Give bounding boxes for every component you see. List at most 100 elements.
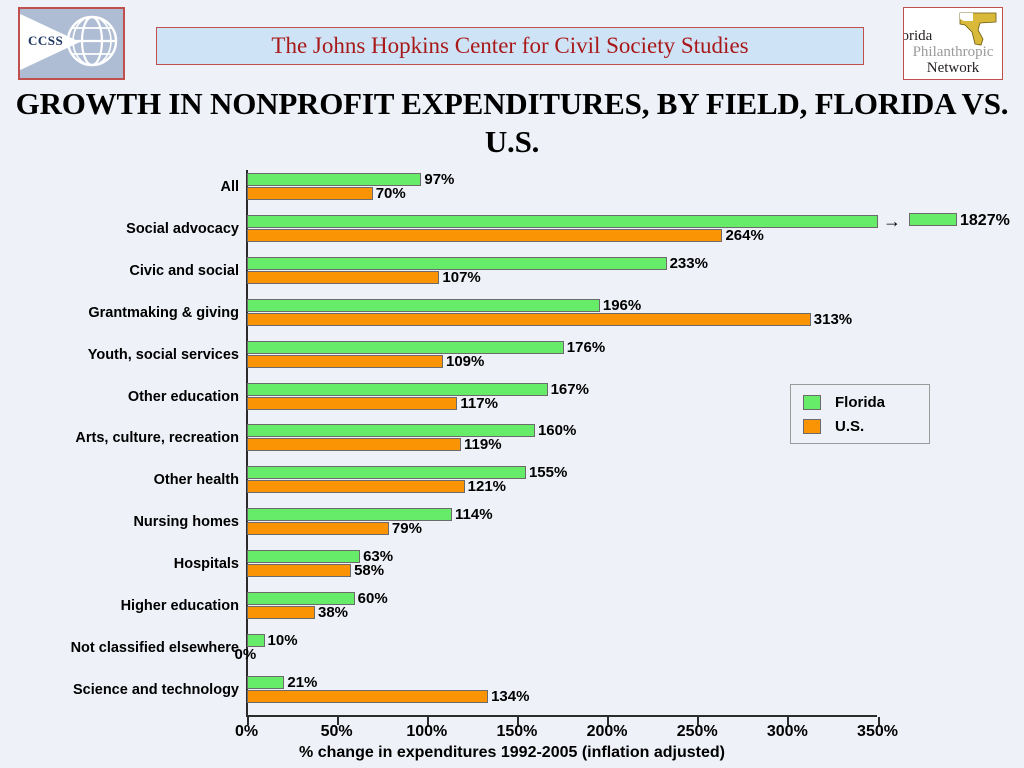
x-axis-tick xyxy=(697,717,700,725)
category-label: Not classified elsewhere xyxy=(70,639,239,656)
florida-philanthropic-network-logo: Florida Philanthropic Network xyxy=(903,7,1003,80)
bar-us xyxy=(246,270,440,284)
bar-florida xyxy=(246,550,361,564)
x-axis-tick-label: 350% xyxy=(857,723,898,740)
globe-icon xyxy=(66,15,118,67)
jhu-center-banner-text: The Johns Hopkins Center for Civil Socie… xyxy=(271,33,749,58)
bar-value-label: 107% xyxy=(442,268,481,286)
bar-value-label: 233% xyxy=(669,254,708,272)
bar-value-label: 134% xyxy=(491,687,530,705)
bar-us xyxy=(246,396,458,410)
bar-value-label: 119% xyxy=(464,436,502,454)
bar-us xyxy=(246,354,443,368)
chart-legend: Florida U.S. xyxy=(790,384,930,444)
overflow-arrow-icon: → xyxy=(883,211,901,231)
bar-value-label: 60% xyxy=(357,590,388,607)
bar-florida xyxy=(246,424,535,438)
x-axis-tick-label: 300% xyxy=(766,723,808,740)
bar-us xyxy=(246,689,489,703)
fpn-line-2: Philanthropic xyxy=(912,44,994,60)
bar-florida xyxy=(246,298,600,312)
fpn-line-3: Network xyxy=(926,60,980,76)
bar-us xyxy=(246,564,352,578)
bar-value-label: 97% xyxy=(424,171,455,188)
x-axis-tick xyxy=(607,717,610,725)
bar-us xyxy=(246,228,723,242)
category-label: Higher education xyxy=(120,598,239,614)
ccss-logo: CCSS xyxy=(18,7,125,80)
bar-value-label: 155% xyxy=(528,464,568,482)
bar-value-label: 196% xyxy=(602,296,642,314)
bar-value-label: 38% xyxy=(318,604,349,621)
category-label: Science and technology xyxy=(73,681,239,698)
bar-us xyxy=(246,438,462,452)
bar-florida xyxy=(246,592,355,605)
jhu-center-banner: The Johns Hopkins Center for Civil Socie… xyxy=(156,27,864,65)
x-axis-tick xyxy=(787,717,790,725)
x-axis-tick xyxy=(516,717,519,725)
legend-label-florida: Florida xyxy=(835,394,886,411)
legend-swatch-florida xyxy=(803,395,821,410)
category-label: Nursing homes xyxy=(133,514,239,531)
bar-us xyxy=(246,187,373,200)
bar-florida xyxy=(246,633,265,647)
bar-value-label: 79% xyxy=(391,520,422,538)
bar-value-label: 114% xyxy=(455,506,493,524)
bar-value-label: 117% xyxy=(460,394,498,412)
category-label: Hospitals xyxy=(173,556,239,573)
x-axis-tick-label: 100% xyxy=(406,723,448,740)
bar-florida xyxy=(246,340,564,354)
fpn-line-1: Florida xyxy=(904,28,933,44)
bar-florida xyxy=(246,508,453,522)
bar-florida xyxy=(246,466,526,480)
x-axis-tick xyxy=(246,717,249,725)
legend-swatch-us xyxy=(803,419,821,434)
bar-value-label: 10% xyxy=(267,631,298,649)
category-label: Other education xyxy=(127,388,239,405)
legend-label-us: U.S. xyxy=(835,418,865,435)
bar-value-label: 109% xyxy=(446,352,485,370)
bar-value-label: 167% xyxy=(550,380,589,398)
legend-item-us: U.S. xyxy=(803,418,864,435)
bar-value-label: 313% xyxy=(813,310,853,328)
page-title: GROWTH IN NONPROFIT EXPENDITURES, BY FIE… xyxy=(15,86,1009,159)
category-label: Grantmaking & giving xyxy=(88,304,239,321)
category-label: Social advocacy xyxy=(126,220,239,237)
category-label: Youth, social services xyxy=(87,346,239,363)
bar-value-label: 176% xyxy=(566,338,606,356)
bar-value-label: 21% xyxy=(287,673,318,691)
bar-value-label: 160% xyxy=(537,422,577,440)
legend-item-florida: Florida xyxy=(803,394,885,411)
bar-value-label: 63% xyxy=(363,548,394,566)
bar-florida xyxy=(246,382,548,396)
category-label: Other health xyxy=(153,472,239,489)
bar-value-label: 264% xyxy=(725,226,764,244)
ccss-logo-text: CCSS xyxy=(28,33,64,48)
bar-value-label: 0% xyxy=(234,645,257,663)
bar-florida xyxy=(246,173,422,186)
x-axis-title: % change in expenditures 1992-2005 (infl… xyxy=(299,744,725,761)
bar-us xyxy=(246,606,315,619)
bar-florida xyxy=(246,256,667,270)
bar-us xyxy=(246,522,389,536)
bar-us xyxy=(246,480,465,494)
x-axis-tick xyxy=(336,717,339,725)
x-axis-tick xyxy=(877,717,880,725)
bar-florida xyxy=(246,214,878,228)
header-band: CCSS The Johns Hopkins Center for Civil … xyxy=(0,0,1024,88)
bar-us xyxy=(246,312,811,326)
x-axis-tick xyxy=(426,717,429,725)
overflow-value-label: 1827% xyxy=(960,212,1010,229)
x-axis-tick-label: 200% xyxy=(586,723,628,740)
x-axis-tick-label: 250% xyxy=(676,723,718,740)
florida-map-icon xyxy=(959,12,997,46)
x-axis-tick-label: 50% xyxy=(320,723,353,740)
category-label: Arts, culture, recreation xyxy=(75,430,239,447)
bar-florida xyxy=(246,675,285,689)
x-axis-tick-label: 150% xyxy=(496,723,538,740)
overflow-bar-stub xyxy=(909,213,957,226)
bar-value-label: 70% xyxy=(375,185,406,202)
x-axis-tick-label: 0% xyxy=(234,723,259,740)
category-label: Civic and social xyxy=(129,262,239,279)
